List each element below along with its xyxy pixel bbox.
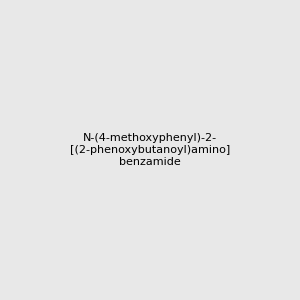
- Text: N-(4-methoxyphenyl)-2-
[(2-phenoxybutanoyl)amino]
benzamide: N-(4-methoxyphenyl)-2- [(2-phenoxybutano…: [70, 134, 230, 166]
